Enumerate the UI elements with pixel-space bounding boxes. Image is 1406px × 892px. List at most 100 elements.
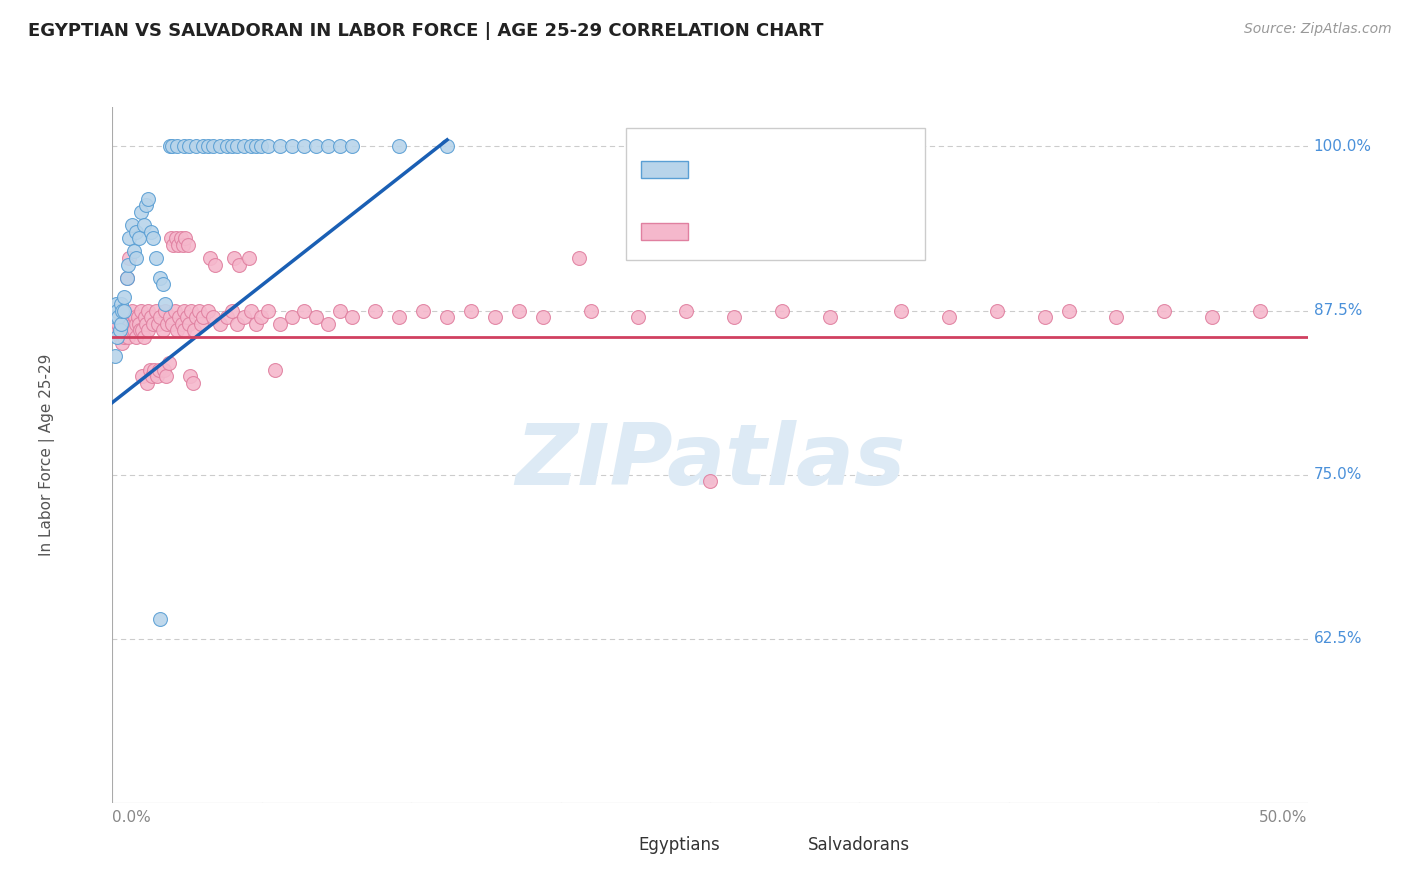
Point [170, 317, 193, 331]
Point [105, 303, 128, 318]
Point [149, 310, 172, 324]
Point [122, 244, 145, 259]
Point [121, 317, 143, 331]
Point [340, 139, 363, 153]
Point [217, 139, 239, 153]
Point [138, 192, 160, 206]
Text: Source: ZipAtlas.com: Source: ZipAtlas.com [1244, 22, 1392, 37]
Point [169, 231, 191, 245]
Point [627, 310, 650, 324]
Point [152, 277, 174, 292]
Point [153, 303, 176, 318]
Point [364, 303, 387, 318]
Point [225, 139, 247, 153]
Point [186, 139, 208, 153]
Point [105, 310, 128, 324]
Point [114, 330, 135, 344]
Point [169, 310, 191, 324]
Point [160, 231, 183, 245]
Point [818, 310, 841, 324]
Point [328, 139, 352, 153]
Point [125, 330, 148, 344]
Point [110, 297, 132, 311]
Point [1201, 310, 1223, 324]
Point [181, 376, 204, 390]
Point [115, 270, 138, 285]
Point [146, 317, 169, 331]
Point [256, 303, 278, 318]
Point [114, 290, 135, 304]
Point [281, 310, 304, 324]
Point [193, 310, 215, 324]
Point [256, 139, 278, 153]
Point [131, 323, 153, 337]
Point [484, 310, 506, 324]
Text: 87.5%: 87.5% [1313, 303, 1362, 318]
Point [139, 310, 162, 324]
Point [249, 139, 271, 153]
Point [197, 139, 219, 153]
Point [699, 474, 721, 488]
Point [340, 310, 363, 324]
Point [153, 362, 176, 376]
Point [183, 323, 205, 337]
Point [770, 303, 793, 318]
Point [675, 303, 697, 318]
Point [111, 303, 134, 318]
Point [108, 310, 131, 324]
Text: ZIPatlas: ZIPatlas [515, 420, 905, 503]
Point [197, 303, 219, 318]
Point [186, 310, 208, 324]
Point [240, 139, 263, 153]
Point [121, 303, 143, 318]
Point [304, 310, 326, 324]
Text: R = 0.000   N = 127: R = 0.000 N = 127 [695, 223, 876, 241]
Point [138, 323, 160, 337]
Point [117, 258, 139, 272]
Point [118, 251, 141, 265]
FancyBboxPatch shape [776, 834, 801, 855]
Point [107, 310, 129, 324]
Point [1105, 310, 1128, 324]
Point [145, 369, 167, 384]
Point [187, 303, 209, 318]
Point [328, 303, 352, 318]
Point [120, 317, 142, 331]
Point [232, 139, 256, 153]
Point [531, 310, 554, 324]
Point [122, 323, 145, 337]
Point [112, 323, 135, 337]
Point [138, 362, 160, 376]
Point [159, 139, 181, 153]
Point [162, 238, 184, 252]
Point [388, 139, 411, 153]
Point [124, 310, 146, 324]
Point [148, 362, 170, 376]
Point [162, 139, 183, 153]
Point [121, 218, 143, 232]
Point [131, 369, 153, 384]
Point [890, 303, 912, 318]
Point [1033, 310, 1056, 324]
FancyBboxPatch shape [609, 834, 634, 855]
Point [166, 323, 188, 337]
Point [108, 323, 131, 337]
Point [141, 369, 163, 384]
Point [155, 369, 177, 384]
Point [224, 251, 246, 265]
Point [152, 323, 174, 337]
Point [177, 238, 200, 252]
Text: 100.0%: 100.0% [1313, 139, 1372, 154]
Point [111, 317, 134, 331]
Point [167, 238, 190, 252]
Point [156, 317, 179, 331]
Point [125, 225, 148, 239]
Point [173, 139, 195, 153]
Point [166, 139, 188, 153]
Point [245, 139, 267, 153]
Point [240, 303, 263, 318]
Point [292, 303, 315, 318]
Text: 75.0%: 75.0% [1313, 467, 1362, 482]
Point [128, 317, 150, 331]
Point [412, 303, 434, 318]
